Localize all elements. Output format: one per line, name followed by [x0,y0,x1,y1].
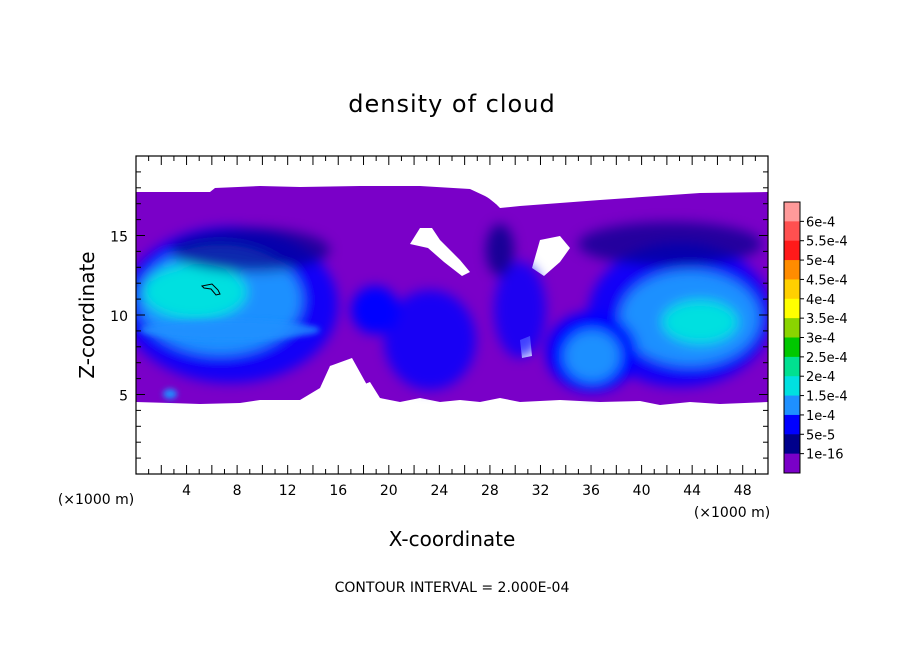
colorbar-label: 1.5e-4 [806,390,848,405]
y-axis-label: Z-coordinate [75,251,99,378]
z-unit-label: (×1000 m) [58,492,134,508]
colorbar-swatch [784,221,800,242]
colorbar-swatch [784,298,800,319]
colorbar: 6e-4 5.5e-4 5e-4 4.5e-4 4e-4 3.5e-4 3e-4 2.5e-4… [783,201,848,474]
colorbar-label: 5.5e-4 [806,235,848,250]
contour-interval-note: CONTOUR INTERVAL = 2.000E-04 [335,580,570,596]
colorbar-swatch [784,376,800,397]
core-center-left [384,290,476,390]
colorbar-label: 1e-4 [806,409,835,424]
colorbar-label: 5e-4 [806,254,835,269]
colorbar-label: 2.5e-4 [806,351,848,366]
x-unit-label: (×1000 m) [694,505,770,521]
y-tick-label: 15 [110,230,128,246]
colorbar-label: 3e-4 [806,332,835,347]
x-tick-label: 20 [380,483,398,499]
arc-left [140,320,320,340]
spot-bottom-left [163,389,177,399]
colorbar-label: 2e-4 [806,370,835,385]
x-tick-label: 4 [182,483,191,499]
contour-line [200,283,221,296]
core-right-top [578,222,762,266]
colorbar-swatch [784,279,800,300]
x-tick-label: 28 [481,483,499,499]
x-tick-label: 44 [683,483,701,499]
colorbar-label: 3.5e-4 [806,312,848,327]
colorbar-label: 6e-4 [806,215,835,230]
colorbar-label: 5e-5 [806,428,835,443]
core-right-cyan [662,300,738,344]
core-left-cyan [143,264,247,320]
core-mid-right-cyan [564,330,620,382]
colorbar-swatch [784,260,800,280]
x-tick-label: 48 [734,483,752,499]
colorbar-swatch [784,453,800,474]
core-center-right [494,262,546,358]
x-tick-label: 24 [430,483,448,499]
colorbar-swatch [784,356,800,377]
colorbar-swatch [784,395,800,416]
cloud-gap-upper [410,228,470,276]
cloud-gap-upper-right [532,236,570,276]
x-tick-label: 12 [279,483,297,499]
colorbar-label: 4e-4 [806,293,835,308]
colorbar-swatch [784,337,800,358]
colorbar-swatch [784,434,800,455]
colorbar-label: 1e-16 [806,448,844,463]
cloud-gap-spike [486,190,506,204]
colorbar-swatch [784,318,800,338]
core-small-left [351,286,399,334]
cloud-gap-lower [320,358,372,404]
x-tick-label: 36 [582,483,600,499]
colorbar-swatch [784,202,800,222]
y-tick-label: 10 [110,309,128,325]
core-column [486,224,514,276]
chart-title: density of cloud [348,90,555,118]
colorbar-swatch [784,414,800,435]
x-tick-label: 16 [329,483,347,499]
core-left-top [170,228,330,272]
x-axis-label: X-coordinate [389,527,516,551]
x-tick-label: 40 [633,483,651,499]
x-tick-label: 32 [532,483,550,499]
x-tick-label: 8 [233,483,242,499]
colorbar-label: 4.5e-4 [806,273,848,288]
colorbar-swatch [784,240,800,261]
heatmap-field [136,186,768,405]
y-tick-label: 5 [119,389,128,405]
